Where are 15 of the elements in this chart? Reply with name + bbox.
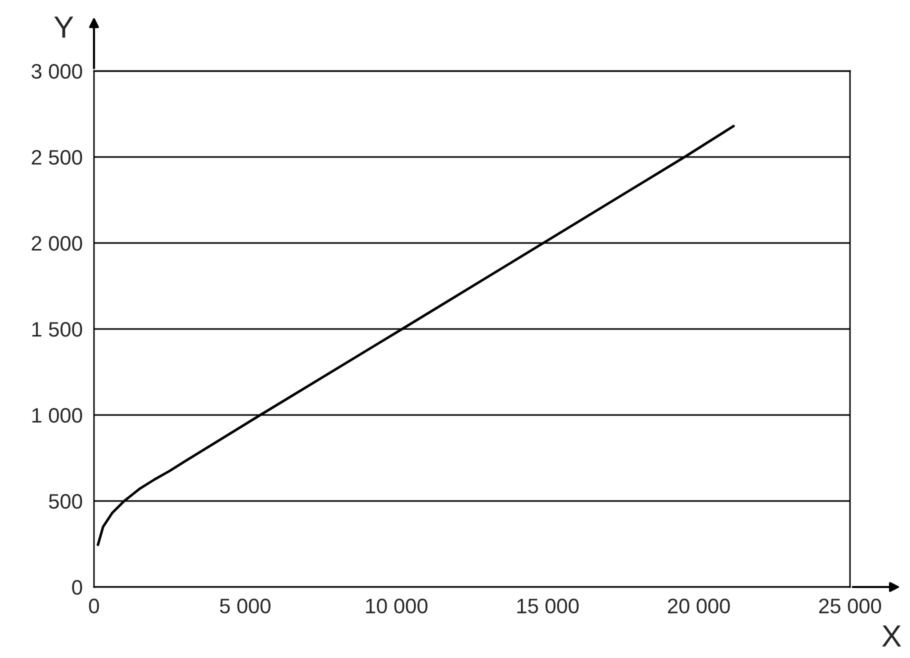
y-tick-label: 2 000 [32,236,82,251]
y-tick-label: 500 [48,494,82,509]
y-tick-label: 1 500 [32,322,82,337]
y-tick-label: 3 000 [32,64,82,79]
y-tick-label: 0 [72,580,82,595]
x-tick-label: 15 000 [517,598,579,614]
x-axis-title: X [882,625,902,646]
y-axis-title: Y [54,16,74,38]
x-tick-label: 10 000 [366,598,428,614]
x-tick-label: 25 000 [819,598,882,614]
y-tick-label: 1 000 [32,408,82,423]
x-tick-label: 0 [89,598,99,614]
y-tick-label: 2 500 [32,150,82,165]
x-tick-label: 5 000 [220,598,270,614]
x-tick-label: 20 000 [668,598,730,614]
